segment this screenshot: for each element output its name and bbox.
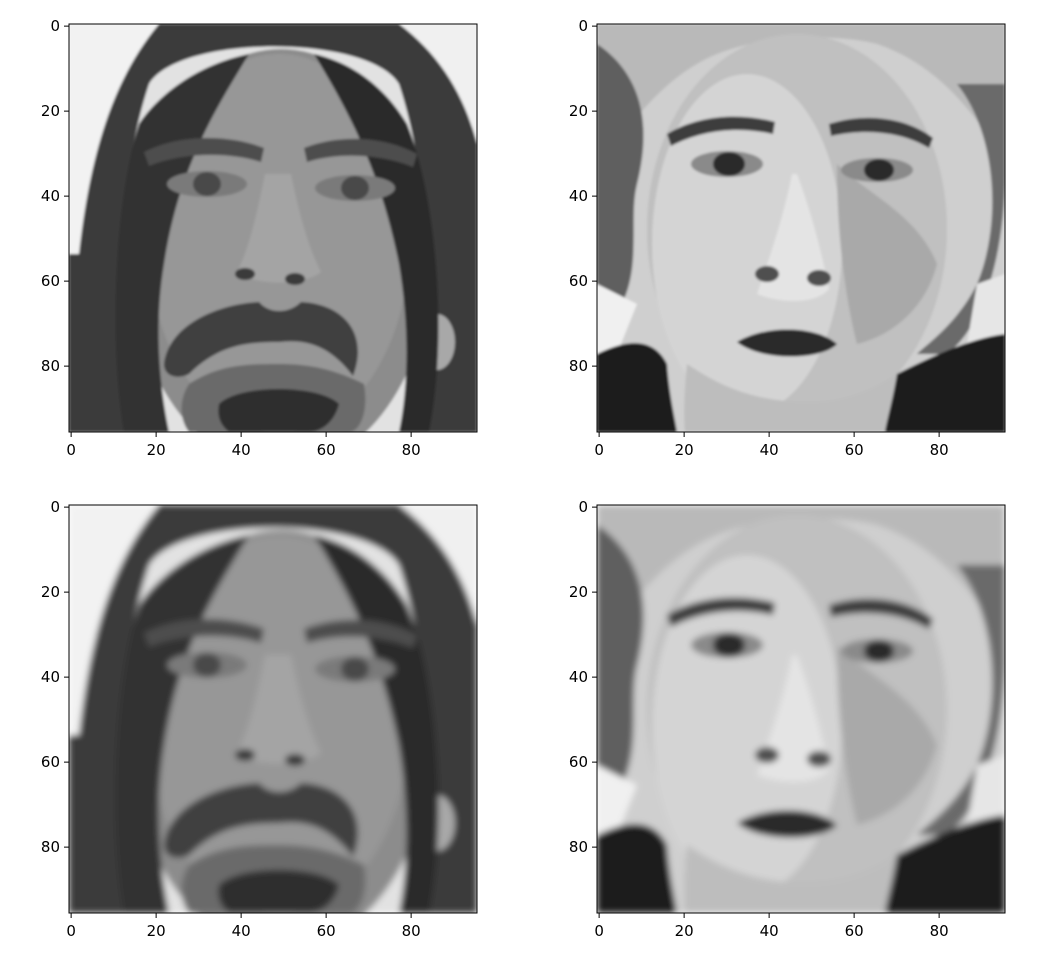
x-tick-label: 80 <box>930 441 949 459</box>
y-tick-label: 20 <box>41 102 60 120</box>
x-tick-label: 80 <box>930 922 949 940</box>
y-tick-label: 20 <box>569 583 588 601</box>
y-tick-label: 40 <box>41 668 60 686</box>
x-tick-label: 40 <box>760 922 779 940</box>
y-tick-label: 80 <box>569 357 588 375</box>
y-tick-label: 80 <box>41 838 60 856</box>
x-tick-label: 60 <box>317 441 336 459</box>
face-image <box>597 24 1005 432</box>
y-tick-label: 0 <box>50 17 60 35</box>
y-tick-label: 20 <box>41 583 60 601</box>
y-tick-label: 0 <box>50 498 60 516</box>
x-tick-label: 40 <box>232 441 251 459</box>
y-tick-label: 60 <box>41 753 60 771</box>
x-tick-label: 80 <box>402 922 421 940</box>
axes-frame <box>596 504 1006 914</box>
y-tick-label: 40 <box>569 668 588 686</box>
y-tick-label: 60 <box>569 272 588 290</box>
axes-frame <box>68 23 478 433</box>
x-tick-label: 40 <box>760 441 779 459</box>
x-tick-label: 20 <box>147 441 166 459</box>
y-tick-label: 60 <box>569 753 588 771</box>
face-image <box>69 24 477 432</box>
x-tick-label: 20 <box>675 441 694 459</box>
x-tick-label: 0 <box>66 441 76 459</box>
panel-bottom-left: 0 20 40 60 80 0 20 40 60 80 <box>41 498 478 940</box>
axes-frame <box>596 23 1006 433</box>
x-tick-label: 40 <box>232 922 251 940</box>
y-tick-label: 0 <box>578 498 588 516</box>
y-tick-label: 40 <box>569 187 588 205</box>
y-tick-label: 60 <box>41 272 60 290</box>
x-tick-label: 80 <box>402 441 421 459</box>
y-tick-label: 20 <box>569 102 588 120</box>
y-tick-label: 40 <box>41 187 60 205</box>
y-tick-label: 80 <box>41 357 60 375</box>
x-tick-label: 20 <box>675 922 694 940</box>
x-tick-label: 60 <box>845 441 864 459</box>
panel-bottom-right: 0 20 40 60 80 0 20 40 60 80 <box>569 498 1006 940</box>
panel-top-left: 0 20 40 60 80 0 20 40 60 80 <box>41 17 478 459</box>
face-image <box>597 505 1005 913</box>
x-tick-label: 60 <box>845 922 864 940</box>
x-tick-label: 0 <box>594 441 604 459</box>
x-tick-label: 20 <box>147 922 166 940</box>
panel-top-right: 0 20 40 60 80 0 20 40 60 80 <box>569 17 1006 459</box>
y-tick-label: 80 <box>569 838 588 856</box>
x-tick-label: 0 <box>66 922 76 940</box>
face-image <box>69 505 477 913</box>
x-tick-label: 60 <box>317 922 336 940</box>
x-tick-label: 0 <box>594 922 604 940</box>
y-tick-label: 0 <box>578 17 588 35</box>
axes-frame <box>68 504 478 914</box>
